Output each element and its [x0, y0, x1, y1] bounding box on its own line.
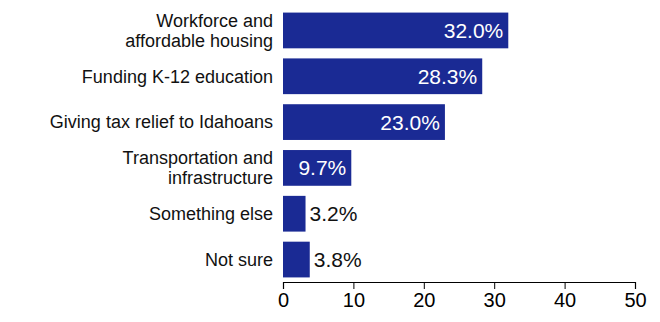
- data-labels: 32.0% 28.3% 23.0% 9.7% 3.2% 3.8%: [298, 19, 503, 271]
- chart: 0 10 20 30 40 50 Workforce andaffordable housi…: [0, 0, 660, 322]
- x-tick-mark: [635, 282, 636, 289]
- data-label: 3.8%: [314, 248, 362, 271]
- bar: [283, 104, 445, 140]
- x-tick: 0: [278, 282, 289, 311]
- x-tick: 20: [413, 282, 435, 311]
- bar: [283, 242, 310, 278]
- bar: [283, 150, 351, 186]
- x-tick: 50: [624, 282, 646, 311]
- x-tick-label: 40: [554, 289, 576, 311]
- category-label: Something else: [149, 204, 273, 224]
- data-label: 23.0%: [380, 111, 440, 134]
- category-label: Not sure: [205, 250, 273, 270]
- category-label: Workforce andaffordable housing: [125, 11, 273, 51]
- x-tick-label: 10: [343, 289, 365, 311]
- x-axis: 0 10 20 30 40 50: [278, 282, 647, 311]
- bar: [283, 13, 508, 49]
- x-tick-mark: [353, 282, 354, 289]
- y-axis: Workforce andaffordable housing Funding K…: [50, 11, 273, 270]
- x-tick-mark: [283, 282, 284, 289]
- x-tick-label: 30: [484, 289, 506, 311]
- category-label: Funding K-12 education: [82, 67, 273, 87]
- x-tick: 10: [343, 282, 365, 311]
- data-label: 3.2%: [310, 202, 358, 225]
- x-tick-mark: [565, 282, 566, 289]
- x-tick-mark: [494, 282, 495, 289]
- x-tick: 30: [484, 282, 506, 311]
- bar: [283, 58, 482, 94]
- data-label: 32.0%: [444, 19, 504, 42]
- bars: [283, 13, 508, 278]
- x-tick-mark: [424, 282, 425, 289]
- x-tick-label: 0: [278, 289, 289, 311]
- x-tick-label: 50: [624, 289, 646, 311]
- data-label: 28.3%: [418, 65, 478, 88]
- bar: [283, 196, 306, 232]
- category-label: Transportation andinfrastructure: [123, 148, 273, 188]
- plot: 0 10 20 30 40 50 Workforce andaffordable housi…: [50, 11, 647, 311]
- x-axis-line: [284, 283, 636, 290]
- data-label: 9.7%: [298, 156, 346, 179]
- category-label: Giving tax relief to Idahoans: [50, 112, 273, 132]
- x-tick: 40: [554, 282, 576, 311]
- x-tick-label: 20: [413, 289, 435, 311]
